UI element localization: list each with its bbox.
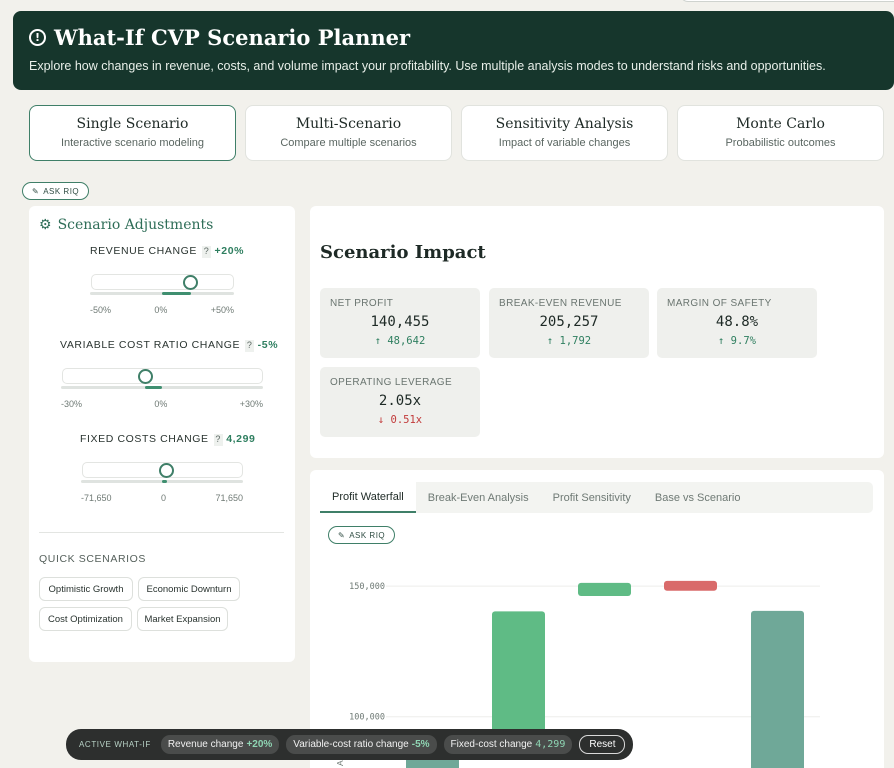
active-whatif-label: ACTIVE WHAT-IF [79,740,151,749]
page-header: ! What-If CVP Scenario Planner Explore h… [13,11,894,90]
sparkle-icon: ✎ [32,186,40,196]
mode-multi-scenario[interactable]: Multi-Scenario Compare multiple scenario… [245,105,452,161]
tab-break-even-analysis[interactable]: Break-Even Analysis [427,491,529,504]
fixed-costs-slider-thumb[interactable] [159,463,175,478]
pill-revenue-change: Revenue change +20% [160,735,280,754]
tab-base-vs-scenario[interactable]: Base vs Scenario [654,491,741,504]
mode-single-scenario[interactable]: Single Scenario Interactive scenario mod… [29,105,236,161]
waterfall-bar-5 [751,610,804,768]
fixed-costs-change-value: 4,299 [226,433,256,445]
metric-break-even-revenue: BREAK-EVEN REVENUE 205,257 ↑ 1,792 [489,288,649,358]
pill-variable-cost-change: Variable-cost ratio change -5% [286,735,437,754]
adjustments-title: ⚙ Scenario Adjustments [39,217,214,233]
info-icon: ! [29,29,46,46]
variable-cost-slider-fill [145,386,162,389]
quick-scenarios-title: QUICK SCENARIOS [39,553,147,565]
chart-ask-riq-button[interactable]: ✎ ASK RIQ [328,526,396,544]
metric-net-profit: NET PROFIT 140,455 ↑ 48,642 [320,288,480,358]
gear-icon: ⚙ [39,217,52,233]
quick-scenario-cost-optimization[interactable]: Cost Optimization [39,607,132,631]
revenue-slider-ticks: -50% 0% +50% [90,305,234,315]
chart-panel: Profit Waterfall Break-Even Analysis Pro… [310,470,884,768]
quick-scenario-market-expansion[interactable]: Market Expansion [137,607,228,631]
metric-margin-of-safety: MARGIN OF SAFETY 48.8% ↑ 9.7% [657,288,817,358]
active-whatif-bar: ACTIVE WHAT-IF Revenue change +20% Varia… [66,729,634,760]
ask-riq-button[interactable]: ✎ ASK RIQ [22,182,90,200]
revenue-slider-track[interactable] [91,274,234,290]
waterfall-bar-2 [492,611,545,739]
mode-monte-carlo[interactable]: Monte Carlo Probabilistic outcomes [677,105,884,161]
mode-sensitivity-analysis[interactable]: Sensitivity Analysis Impact of variable … [461,105,668,161]
scenario-impact-panel: Scenario Impact NET PROFIT 140,455 ↑ 48,… [310,206,884,458]
variable-cost-slider-thumb[interactable] [137,369,153,384]
y-tick-150000: 150,000 [349,582,385,592]
impact-title: Scenario Impact [320,242,486,263]
variable-cost-change-label: VARIABLE COST RATIO CHANGE? -5% [60,339,279,352]
variable-cost-slider-ticks: -30% 0% +30% [61,399,263,409]
page-subtitle: Explore how changes in revenue, costs, a… [29,59,826,73]
revenue-change-value: +20% [214,245,245,257]
panel-divider [39,532,284,533]
pill-fixed-cost-change: Fixed-cost change 4,299 [443,735,573,754]
fixed-costs-change-label: FIXED COSTS CHANGE? 4,299 [80,433,256,446]
top-search-box[interactable] [680,0,894,2]
quick-scenario-optimistic-growth[interactable]: Optimistic Growth [39,577,133,601]
revenue-slider-fill [162,292,191,295]
mode-tabs: Single Scenario Interactive scenario mod… [29,105,884,161]
sparkle-icon: ✎ [338,530,346,540]
profit-waterfall-chart: 150,000 100,000 Amount [335,580,820,768]
scenario-adjustments-panel: ⚙ Scenario Adjustments REVENUE CHANGE? +… [29,206,295,662]
waterfall-bar-3 [578,582,631,596]
page-title: ! What-If CVP Scenario Planner [29,25,878,50]
variable-cost-slider-track[interactable] [62,368,263,384]
waterfall-bar-4 [664,580,717,591]
quick-scenario-economic-downturn[interactable]: Economic Downturn [138,577,240,601]
y-tick-100000: 100,000 [349,713,385,723]
fixed-costs-slider-fill [162,480,167,483]
variable-cost-slider-rail [61,386,263,389]
help-icon[interactable]: ? [213,434,223,446]
variable-cost-change-value: -5% [257,339,279,351]
help-icon[interactable]: ? [245,340,255,352]
tab-profit-waterfall[interactable]: Profit Waterfall [320,482,416,513]
tab-profit-sensitivity[interactable]: Profit Sensitivity [552,491,631,504]
chart-tabs: Profit Waterfall Break-Even Analysis Pro… [320,482,873,513]
fixed-costs-slider-ticks: -71,650 0 71,650 [81,493,243,503]
help-icon[interactable]: ? [202,246,212,258]
metric-operating-leverage: OPERATING LEVERAGE 2.05x ↓ 0.51x [320,367,480,437]
revenue-change-label: REVENUE CHANGE? +20% [90,245,245,258]
reset-button[interactable]: Reset [579,735,626,754]
revenue-slider-thumb[interactable] [183,275,199,290]
